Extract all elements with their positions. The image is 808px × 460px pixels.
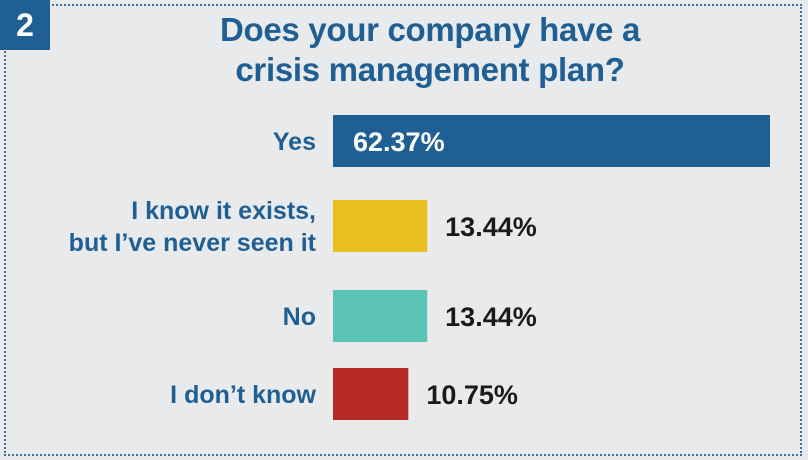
figure-number: 2 (16, 6, 34, 43)
bar-0 (333, 115, 770, 167)
figure-number-badge: 2 (0, 0, 50, 50)
value-label-1: 13.44% (445, 212, 537, 242)
category-label-1: I know it exists, but I’ve never seen it (69, 197, 317, 257)
category-label-0: Yes (273, 128, 316, 156)
chart-title-line-1: Does your company have a (219, 11, 641, 48)
category-label-2: No (283, 303, 316, 331)
bar-2 (333, 290, 428, 342)
value-label-3: 10.75% (426, 380, 518, 410)
dotted-frame (4, 4, 802, 456)
chart-title: Does your company have a crisis manageme… (160, 10, 700, 90)
category-label-3: I don’t know (170, 381, 316, 409)
value-label-0: 62.37% (353, 127, 445, 157)
chart-title-line-2: crisis management plan? (235, 51, 625, 88)
value-label-2: 13.44% (445, 302, 537, 332)
bar-3 (333, 368, 409, 420)
bar-1 (333, 200, 428, 252)
